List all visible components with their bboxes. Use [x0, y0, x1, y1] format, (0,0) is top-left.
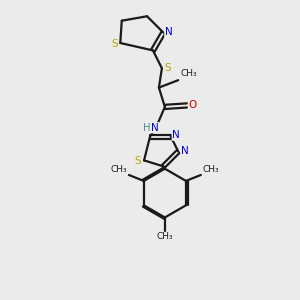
Text: CH₃: CH₃ [202, 165, 219, 174]
Text: CH₃: CH₃ [111, 165, 128, 174]
Text: S: S [135, 156, 141, 166]
Text: O: O [188, 100, 196, 110]
Text: N: N [152, 123, 159, 133]
Text: CH₃: CH₃ [180, 69, 196, 78]
Text: CH₃: CH₃ [157, 232, 173, 241]
Text: N: N [181, 146, 189, 157]
Text: S: S [112, 40, 118, 50]
Text: N: N [165, 27, 172, 37]
Text: N: N [172, 130, 180, 140]
Text: S: S [164, 63, 171, 73]
Text: H: H [143, 123, 150, 133]
